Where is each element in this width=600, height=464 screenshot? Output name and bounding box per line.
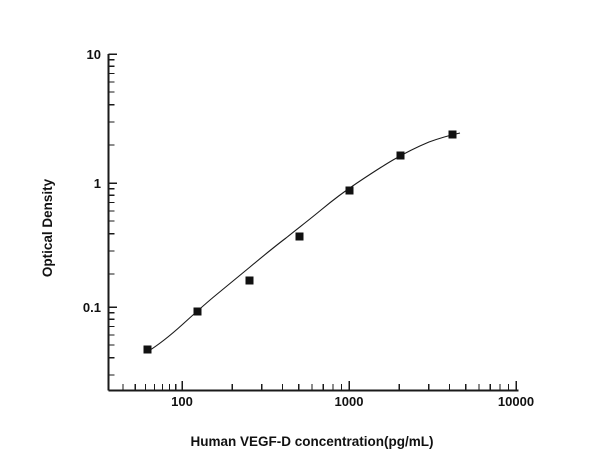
x-tick-label-1000: 1000 [335, 394, 364, 409]
x-tick-label-100: 100 [171, 394, 193, 409]
x-axis-title: Human VEGF-D concentration(pg/mL) [191, 434, 434, 449]
data-point [345, 186, 354, 195]
x-axis-ticks [122, 381, 517, 391]
y-tick-label-10: 10 [87, 47, 101, 62]
data-point [143, 345, 152, 354]
y-axis-ticks [108, 53, 117, 376]
x-tick-label-10000: 10000 [498, 394, 534, 409]
y-axis-title: Optical Density [40, 178, 55, 277]
data-point [396, 151, 405, 160]
fit-curve [146, 132, 461, 353]
data-point [448, 130, 457, 139]
data-point [295, 232, 304, 241]
data-point-markers [143, 130, 457, 354]
data-point [245, 276, 254, 285]
data-point [193, 307, 202, 316]
y-tick-label-1: 1 [94, 176, 101, 191]
y-tick-label-0.1: 0.1 [83, 300, 101, 315]
